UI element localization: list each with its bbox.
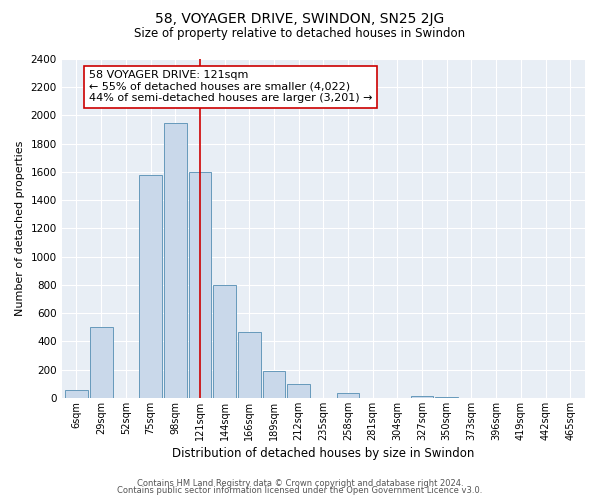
Bar xyxy=(139,175,162,398)
Text: Contains public sector information licensed under the Open Government Licence v3: Contains public sector information licen… xyxy=(118,486,482,495)
Bar xyxy=(287,384,310,398)
Y-axis label: Number of detached properties: Number of detached properties xyxy=(15,141,25,316)
Text: 58, VOYAGER DRIVE, SWINDON, SN25 2JG: 58, VOYAGER DRIVE, SWINDON, SN25 2JG xyxy=(155,12,445,26)
Bar xyxy=(188,172,211,398)
Bar xyxy=(65,390,88,398)
Text: 58 VOYAGER DRIVE: 121sqm
← 55% of detached houses are smaller (4,022)
44% of sem: 58 VOYAGER DRIVE: 121sqm ← 55% of detach… xyxy=(89,70,373,104)
Bar xyxy=(164,122,187,398)
Bar xyxy=(213,285,236,398)
Text: Contains HM Land Registry data © Crown copyright and database right 2024.: Contains HM Land Registry data © Crown c… xyxy=(137,478,463,488)
Bar xyxy=(90,328,113,398)
Text: Size of property relative to detached houses in Swindon: Size of property relative to detached ho… xyxy=(134,28,466,40)
Bar xyxy=(337,393,359,398)
X-axis label: Distribution of detached houses by size in Swindon: Distribution of detached houses by size … xyxy=(172,447,475,460)
Bar xyxy=(238,332,260,398)
Bar xyxy=(411,396,433,398)
Bar xyxy=(263,371,286,398)
Bar xyxy=(436,397,458,398)
